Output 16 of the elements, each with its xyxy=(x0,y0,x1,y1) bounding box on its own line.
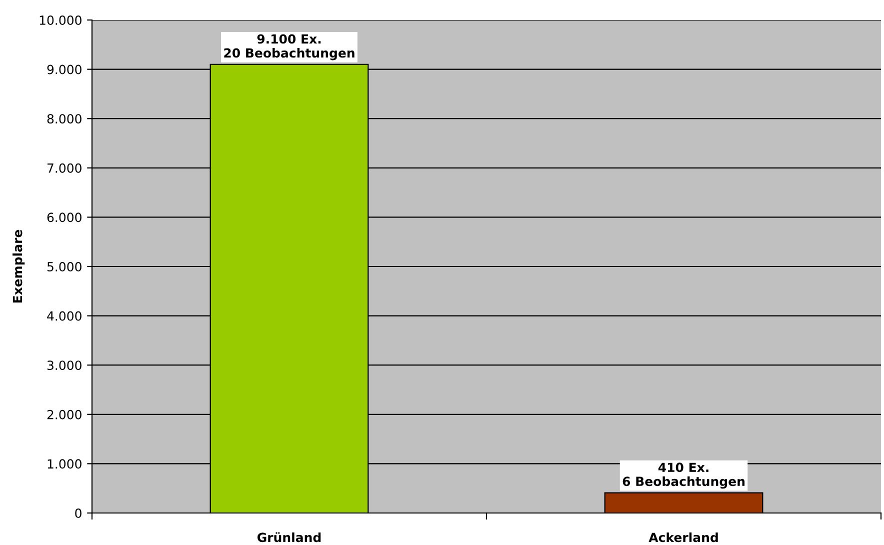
y-tick-label: 8.000 xyxy=(47,114,82,124)
data-label: 410 Ex. 6 Beobachtungen xyxy=(622,462,744,489)
y-tick-label: 10.000 xyxy=(40,15,82,25)
y-tick-label: 0 xyxy=(75,508,82,518)
x-tick-label: Ackerland xyxy=(648,532,718,542)
y-tick-label: 9.000 xyxy=(47,64,82,74)
y-tick-label: 4.000 xyxy=(47,311,82,321)
y-tick-label: 1.000 xyxy=(48,459,82,469)
y-tick-label: 3.000 xyxy=(47,360,82,370)
y-tick-label: 2.000 xyxy=(47,410,82,420)
data-label: 9.100 Ex. 20 Beobachtungen xyxy=(224,34,354,60)
y-tick-label: 6.000 xyxy=(47,212,82,222)
y-tick-label: 7.000 xyxy=(48,163,82,173)
x-tick-label: Grünland xyxy=(257,532,321,542)
y-axis-title: Exemplare xyxy=(12,230,25,303)
y-tick-label: 5.000 xyxy=(47,262,82,272)
